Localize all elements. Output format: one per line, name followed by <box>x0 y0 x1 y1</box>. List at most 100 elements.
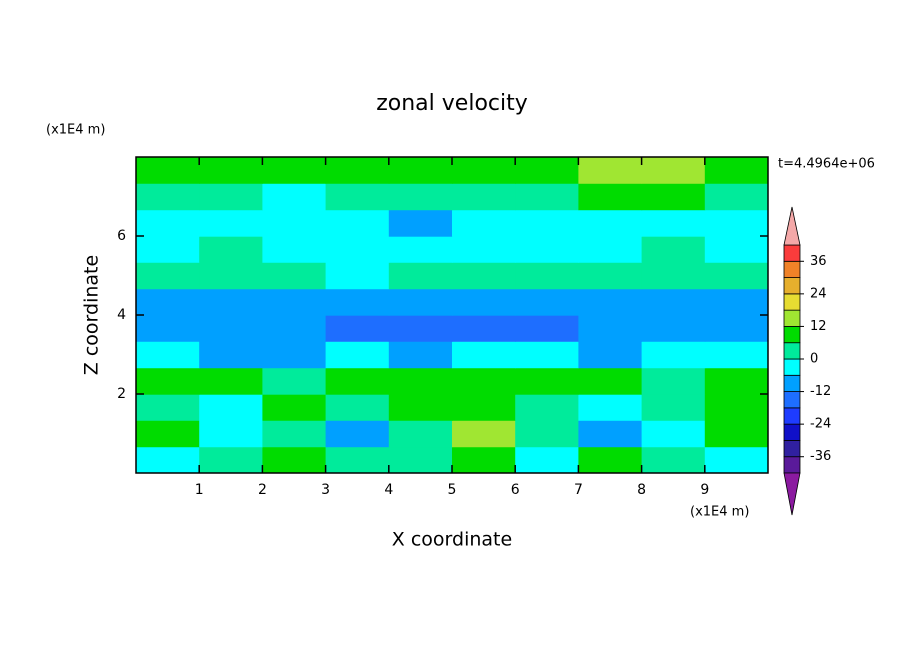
field-cell <box>641 367 706 395</box>
colorbar-box <box>783 342 801 360</box>
x-tick-label: 9 <box>700 482 709 498</box>
field-cell <box>704 393 769 421</box>
field-cell <box>325 420 390 448</box>
x-tick-label: 4 <box>384 482 393 498</box>
field-cell <box>704 157 769 184</box>
field-cell <box>325 288 390 316</box>
field-cell <box>641 262 706 290</box>
field-cell <box>388 235 453 263</box>
colorbar-label: 36 <box>810 254 827 269</box>
field-cell <box>136 288 200 316</box>
field-cell <box>578 446 643 474</box>
field-cell <box>262 367 327 395</box>
field-cell <box>262 314 327 342</box>
field-cell <box>136 420 200 448</box>
field-cell <box>136 157 200 184</box>
field-cell <box>452 341 516 369</box>
x-tick-label: 6 <box>511 482 520 498</box>
x-axis-title: X coordinate <box>392 529 512 551</box>
field-cell <box>578 157 643 184</box>
field-cell <box>199 446 263 474</box>
field-cell <box>641 183 706 211</box>
field-cell <box>262 341 327 369</box>
field-cell <box>325 341 390 369</box>
field-cell <box>578 288 643 316</box>
field-cell <box>388 367 453 395</box>
field-cell <box>641 288 706 316</box>
x-tick-label: 5 <box>448 482 457 498</box>
time-label: t=4.4964e+06 <box>778 157 875 172</box>
field-cell <box>136 341 200 369</box>
field-cell <box>641 446 706 474</box>
field-cell <box>262 209 327 237</box>
field-cell <box>199 367 263 395</box>
field-cell <box>704 341 769 369</box>
field-cell <box>325 262 390 290</box>
field-cell <box>515 393 579 421</box>
field-cell <box>136 367 200 395</box>
colorbar-box <box>783 309 801 327</box>
field-cell <box>262 420 327 448</box>
field-cell <box>136 235 200 263</box>
field-cell <box>704 262 769 290</box>
field-cell <box>641 235 706 263</box>
colorbar-box <box>783 407 801 425</box>
field-cell <box>641 209 706 237</box>
colorbar-box <box>783 423 801 441</box>
colorbar-over <box>783 206 801 246</box>
colorbar-box <box>783 456 801 474</box>
field-cell <box>704 288 769 316</box>
field-cell <box>704 235 769 263</box>
field-cell <box>388 420 453 448</box>
field-cell <box>578 341 643 369</box>
colorbar-box <box>783 293 801 311</box>
field-cell <box>452 209 516 237</box>
field-cell <box>199 420 263 448</box>
field-cell <box>704 446 769 474</box>
field-cell <box>641 314 706 342</box>
field-cell <box>578 262 643 290</box>
field-cell <box>515 314 579 342</box>
field-cell <box>704 183 769 211</box>
y-unit: (x1E4 m) <box>46 123 105 138</box>
field-cell <box>136 183 200 211</box>
field-cell <box>388 393 453 421</box>
field-cell <box>452 367 516 395</box>
colorbar-label: 24 <box>810 286 827 301</box>
field-cell <box>325 209 390 237</box>
x-tick-label: 2 <box>258 482 267 498</box>
field-cell <box>388 288 453 316</box>
field-cell <box>388 314 453 342</box>
field-cell <box>325 367 390 395</box>
field-cell <box>452 262 516 290</box>
field-cell <box>515 209 579 237</box>
field-cell <box>136 314 200 342</box>
field-cell <box>136 262 200 290</box>
x-unit: (x1E4 m) <box>690 505 749 520</box>
field-cell <box>515 183 579 211</box>
field-cell <box>262 235 327 263</box>
field-cell <box>452 288 516 316</box>
field-cell <box>578 393 643 421</box>
field-cell <box>704 367 769 395</box>
field-cell <box>515 288 579 316</box>
field-cell <box>136 209 200 237</box>
field-cell <box>578 235 643 263</box>
field <box>136 157 769 474</box>
field-cell <box>199 288 263 316</box>
field-cell <box>136 446 200 474</box>
field-cell <box>199 341 263 369</box>
field-cell <box>704 209 769 237</box>
y-tick-label: 4 <box>117 307 126 323</box>
field-cell <box>388 157 453 184</box>
field-cell <box>452 446 516 474</box>
field-cell <box>641 393 706 421</box>
field-cell <box>325 235 390 263</box>
x-tick-label: 8 <box>637 482 646 498</box>
colorbar-box <box>783 358 801 376</box>
field-cell <box>452 183 516 211</box>
colorbar-box <box>783 277 801 295</box>
field-cell <box>262 183 327 211</box>
field-cell <box>641 341 706 369</box>
